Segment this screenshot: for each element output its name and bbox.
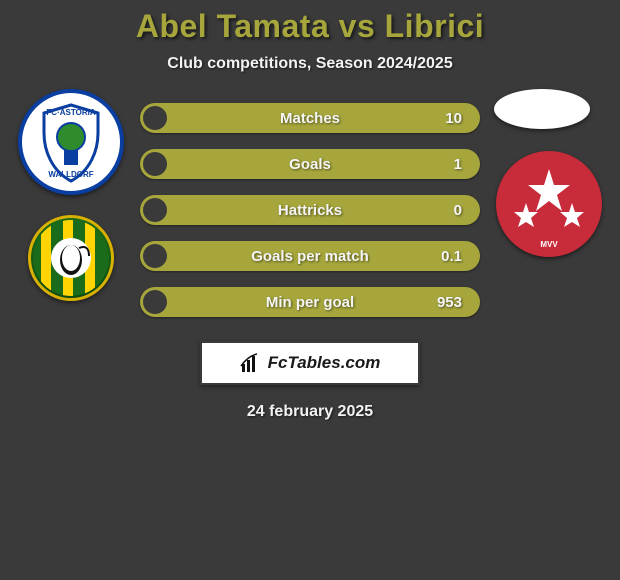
stats-list: Matches 10 Goals 1 Hattricks 0 Goals per… bbox=[140, 103, 480, 317]
walldorf-icon: FC·ASTORIA WALLDORF bbox=[22, 93, 120, 191]
mvv-icon: MVV bbox=[496, 151, 602, 257]
ado-den-haag-logo bbox=[28, 215, 114, 301]
stat-left-cap bbox=[143, 198, 167, 222]
stat-left-cap bbox=[143, 290, 167, 314]
stat-label: Goals bbox=[289, 156, 331, 173]
stat-label: Hattricks bbox=[278, 202, 342, 219]
svg-text:FC·ASTORIA: FC·ASTORIA bbox=[46, 108, 95, 117]
stat-row: Goals per match 0.1 bbox=[140, 241, 480, 271]
stat-row: Hattricks 0 bbox=[140, 195, 480, 225]
stat-value: 0 bbox=[454, 202, 462, 219]
infographic-root: Abel Tamata vs Librici Club competitions… bbox=[0, 0, 620, 580]
stat-left-cap bbox=[143, 244, 167, 268]
date-label: 24 february 2025 bbox=[0, 403, 620, 421]
svg-text:WALLDORF: WALLDORF bbox=[48, 170, 93, 179]
stat-value: 1 bbox=[454, 156, 462, 173]
stat-label: Min per goal bbox=[266, 294, 354, 311]
stat-label: Goals per match bbox=[251, 248, 369, 265]
stat-value: 953 bbox=[437, 294, 462, 311]
brand-name: FcTables.com bbox=[268, 353, 381, 373]
brand-box[interactable]: FcTables.com bbox=[200, 341, 420, 385]
bar-chart-icon bbox=[240, 352, 262, 374]
mvv-maastricht-logo: MVV bbox=[496, 151, 602, 257]
page-title: Abel Tamata vs Librici bbox=[136, 8, 484, 45]
stat-value: 0.1 bbox=[441, 248, 462, 265]
stat-row: Goals 1 bbox=[140, 149, 480, 179]
stat-left-cap bbox=[143, 106, 167, 130]
comparison-area: FC·ASTORIA WALLDORF bbox=[0, 103, 620, 421]
ado-icon bbox=[31, 218, 111, 298]
stat-label: Matches bbox=[280, 110, 340, 127]
stat-left-cap bbox=[143, 152, 167, 176]
page-subtitle: Club competitions, Season 2024/2025 bbox=[167, 55, 452, 73]
blank-oval-logo bbox=[494, 89, 590, 129]
stat-value: 10 bbox=[445, 110, 462, 127]
fc-astoria-walldorf-logo: FC·ASTORIA WALLDORF bbox=[18, 89, 124, 195]
stat-row: Matches 10 bbox=[140, 103, 480, 133]
stat-row: Min per goal 953 bbox=[140, 287, 480, 317]
svg-text:MVV: MVV bbox=[540, 240, 558, 249]
